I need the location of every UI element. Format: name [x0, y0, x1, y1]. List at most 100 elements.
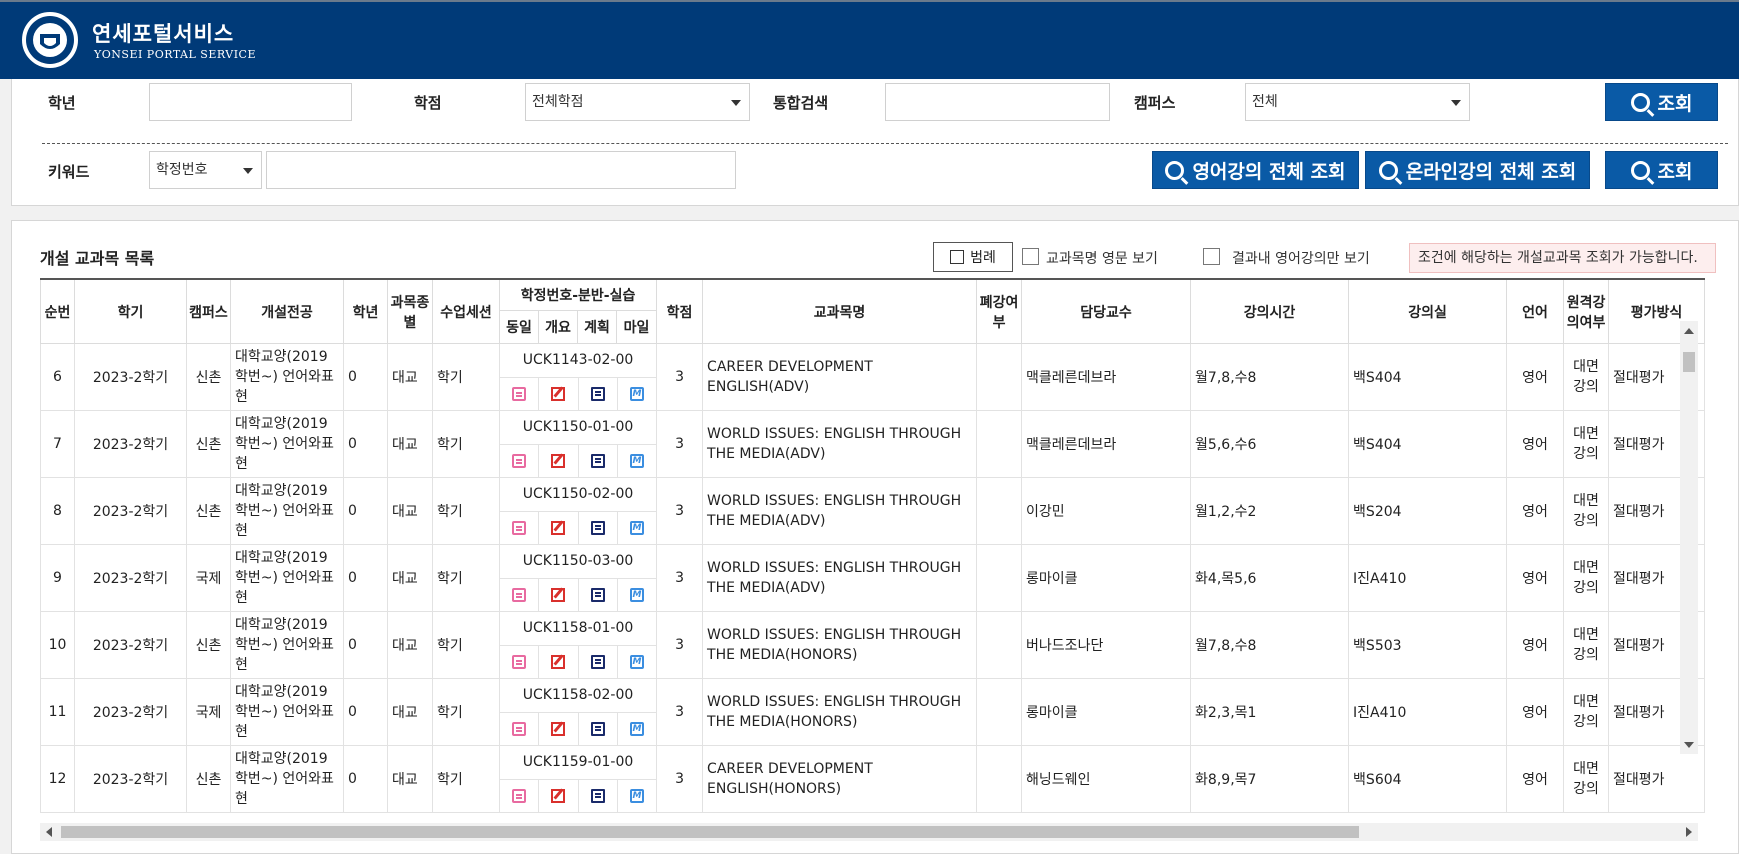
- cell-eval: 절대평가: [1608, 745, 1706, 813]
- cell-campus: 국제: [186, 544, 231, 612]
- english-name-checkbox[interactable]: [1022, 248, 1039, 265]
- mileage-button[interactable]: M: [618, 579, 656, 611]
- summary-button[interactable]: [539, 512, 579, 544]
- cell-campus: 국제: [186, 678, 231, 746]
- cell-session: 학기: [432, 343, 500, 411]
- table-row[interactable]: 8 2023-2학기 신촌 대학교양(2019학번~) 언어와표현 0 대교 학기 UCK11…: [40, 477, 1706, 545]
- cell-session: 학기: [432, 611, 500, 679]
- cell-no: 6: [40, 343, 75, 411]
- same-course-icon: [512, 722, 527, 736]
- cell-grade: 0: [343, 611, 388, 679]
- same-course-button[interactable]: [500, 579, 540, 611]
- summary-button[interactable]: [539, 646, 579, 678]
- col-header-same: 동일: [499, 310, 539, 344]
- table-row[interactable]: 12 2023-2학기 신촌 대학교양(2019학번~) 언어와표현 0 대교 학기 UCK1…: [40, 745, 1706, 813]
- search-icon: [1165, 160, 1185, 180]
- table-row[interactable]: 11 2023-2학기 국제 대학교양(2019학번~) 언어와표현 0 대교 학기 UCK1…: [40, 678, 1706, 746]
- cell-session: 학기: [432, 410, 500, 478]
- same-course-button[interactable]: [500, 780, 540, 812]
- grade-input[interactable]: [149, 83, 352, 121]
- cell-no: 8: [40, 477, 75, 545]
- cell-grade: 0: [343, 410, 388, 478]
- summary-button[interactable]: [539, 378, 579, 410]
- summary-button[interactable]: [539, 579, 579, 611]
- same-course-button[interactable]: [500, 378, 540, 410]
- table-row[interactable]: 10 2023-2학기 신촌 대학교양(2019학번~) 언어와표현 0 대교 학기 UCK1…: [40, 611, 1706, 679]
- scroll-up-icon[interactable]: [1684, 328, 1694, 334]
- syllabus-button[interactable]: [579, 646, 618, 678]
- scroll-thumb[interactable]: [61, 826, 1359, 838]
- table-row[interactable]: 7 2023-2학기 신촌 대학교양(2019학번~) 언어와표현 0 대교 학기 UCK11…: [40, 410, 1706, 478]
- cell-closed: [976, 745, 1023, 813]
- cell-time: 화2,3,목1: [1190, 678, 1350, 746]
- keyword-input[interactable]: [266, 151, 736, 189]
- keyword-label: 키워드: [48, 163, 90, 181]
- search-icon: [1378, 160, 1398, 180]
- cell-closed: [976, 611, 1023, 679]
- syllabus-button[interactable]: [579, 713, 618, 745]
- keyword-type-value: 학정번호: [156, 162, 208, 178]
- course-table-body: 6 2023-2학기 신촌 대학교양(2019학번~) 언어와표현 0 대교 학기 UCK11…: [40, 343, 1706, 813]
- syllabus-button[interactable]: [579, 445, 618, 477]
- cell-grade: 0: [343, 678, 388, 746]
- col-header-type: 과목종별: [387, 278, 433, 344]
- syllabus-icon: [590, 722, 605, 736]
- scroll-down-icon[interactable]: [1684, 742, 1694, 748]
- vertical-scrollbar[interactable]: [1680, 321, 1698, 754]
- scroll-left-icon[interactable]: [46, 827, 52, 837]
- english-courses-all-button[interactable]: 영어강의 전체 조회: [1152, 151, 1359, 189]
- english-only-checkbox[interactable]: [1203, 248, 1220, 265]
- university-seal-logo[interactable]: [22, 12, 78, 68]
- mileage-button[interactable]: M: [618, 646, 656, 678]
- cell-time: 화8,9,목7: [1190, 745, 1350, 813]
- cell-course: CAREER DEVELOPMENT ENGLISH(HONORS): [702, 745, 978, 813]
- summary-button[interactable]: [539, 713, 579, 745]
- summary-button[interactable]: [539, 445, 579, 477]
- mileage-button[interactable]: M: [618, 378, 656, 410]
- same-course-icon: [512, 789, 527, 803]
- same-course-button[interactable]: [500, 445, 540, 477]
- campus-select[interactable]: 전체: [1245, 83, 1470, 121]
- cell-type: 대교: [387, 343, 433, 411]
- syllabus-button[interactable]: [579, 780, 618, 812]
- col-header-term: 학기: [74, 278, 187, 344]
- cell-prof: 해닝드웨인: [1021, 745, 1192, 813]
- edit-summary-icon: [551, 521, 566, 535]
- integrated-search-input[interactable]: [885, 83, 1110, 121]
- mileage-button[interactable]: M: [618, 512, 656, 544]
- search-button[interactable]: 조회: [1605, 83, 1718, 121]
- table-row[interactable]: 6 2023-2학기 신촌 대학교양(2019학번~) 언어와표현 0 대교 학기 UCK11…: [40, 343, 1706, 411]
- cell-campus: 신촌: [186, 477, 231, 545]
- table-row[interactable]: 9 2023-2학기 국제 대학교양(2019학번~) 언어와표현 0 대교 학기 UCK11…: [40, 544, 1706, 612]
- scroll-right-icon[interactable]: [1686, 827, 1692, 837]
- horizontal-scrollbar[interactable]: [40, 823, 1698, 841]
- mileage-button[interactable]: M: [618, 445, 656, 477]
- cell-room: I진A410: [1348, 544, 1508, 612]
- syllabus-icon: [590, 454, 605, 468]
- credit-select[interactable]: 전체학점: [525, 83, 750, 121]
- legend-button[interactable]: 범례: [933, 242, 1013, 272]
- keyword-search-button-label: 조회: [1657, 160, 1693, 183]
- col-header-lang: 언어: [1506, 278, 1565, 344]
- syllabus-button[interactable]: [579, 579, 618, 611]
- divider: [42, 143, 1728, 144]
- summary-button[interactable]: [539, 780, 579, 812]
- same-course-button[interactable]: [500, 713, 540, 745]
- same-course-button[interactable]: [500, 646, 540, 678]
- cell-code: UCK1158-02-00 M: [498, 678, 658, 746]
- keyword-type-select[interactable]: 학정번호: [149, 151, 262, 189]
- list-title: 개설 교과목 목록: [40, 249, 155, 268]
- syllabus-button[interactable]: [579, 512, 618, 544]
- cell-dept: 대학교양(2019학번~) 언어와표현: [230, 611, 344, 679]
- cell-term: 2023-2학기: [74, 678, 187, 746]
- syllabus-button[interactable]: [579, 378, 618, 410]
- keyword-search-button[interactable]: 조회: [1605, 151, 1718, 189]
- edit-summary-icon: [551, 588, 566, 602]
- seal-graphic: [26, 16, 74, 64]
- scroll-thumb[interactable]: [1683, 352, 1695, 372]
- same-course-button[interactable]: [500, 512, 540, 544]
- mileage-button[interactable]: M: [618, 780, 656, 812]
- cell-code: UCK1143-02-00 M: [498, 343, 658, 411]
- mileage-button[interactable]: M: [618, 713, 656, 745]
- online-courses-all-button[interactable]: 온라인강의 전체 조회: [1365, 151, 1590, 189]
